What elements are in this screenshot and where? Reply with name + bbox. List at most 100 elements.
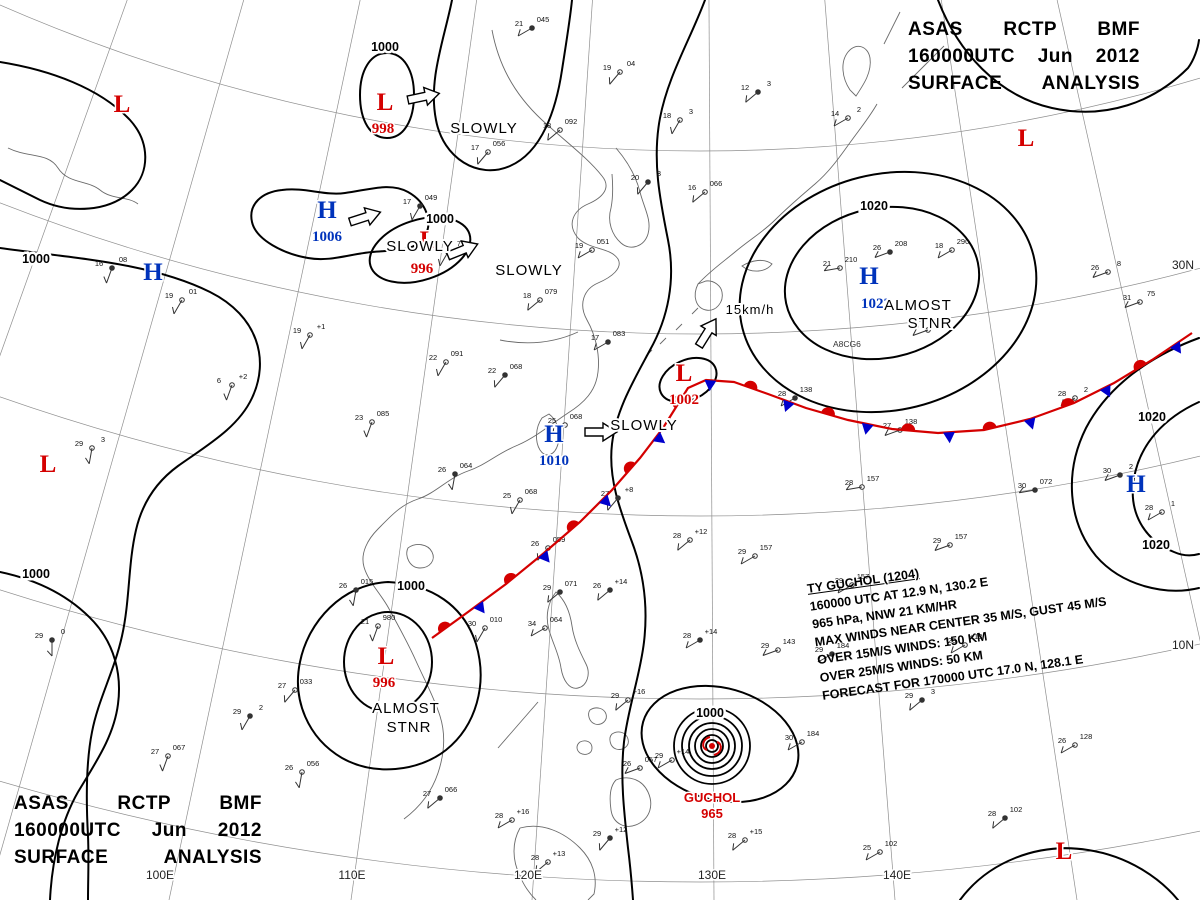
wind-barb-tick (427, 801, 430, 809)
warm-front-semicircle (437, 621, 451, 633)
wind-barb-tick (992, 821, 995, 829)
station-plot: 18 3 (663, 107, 693, 135)
wind-barb-tick (787, 743, 791, 751)
station-plot: 26 208 (873, 239, 907, 258)
station-temp: 28 (728, 831, 736, 840)
cold-front-triangle (942, 431, 955, 444)
station-pressure: 128 (1080, 732, 1093, 741)
station-temp: 28 (948, 636, 956, 645)
station-pressure: +15 (750, 827, 763, 836)
station-temp: 27 (278, 681, 286, 690)
cold-front-triangle (652, 431, 666, 444)
wind-barb-tick (865, 853, 869, 861)
station-pressure: 083 (613, 329, 626, 338)
wind-barb-tick (535, 865, 538, 873)
coastline-taiwan (536, 413, 560, 456)
wind-barb-shaft (494, 374, 506, 388)
coastline-sakhalin-kuril (883, 11, 945, 89)
wind-barb-tick (349, 599, 354, 607)
station-temp: 28 (1058, 389, 1066, 398)
meridian-line (531, 0, 593, 900)
wind-barb-shaft (577, 249, 593, 259)
isobar-low996-south-inner (343, 611, 433, 713)
wind-barb-shaft (817, 653, 833, 663)
station-pressure: 157 (760, 543, 773, 552)
station-plot: 29 143 (761, 637, 795, 656)
station-plot: 27 067 (151, 743, 185, 772)
station-temp: 23 (355, 413, 363, 422)
wind-barb-tick (909, 703, 912, 711)
wind-barb-tick (837, 586, 841, 594)
coastline-mainland-asia (362, 29, 620, 820)
wind-barb-tick (1147, 513, 1151, 521)
station-plot: 28 102 (988, 805, 1022, 829)
wind-barb-tick (685, 641, 689, 649)
isobar-value-label: 1000 (397, 579, 425, 593)
station-pressure: +12 (615, 825, 628, 834)
station-pressure: 75 (1147, 289, 1155, 298)
station-plot: 6 +2 (217, 372, 247, 401)
coastline-ryukyu (645, 307, 699, 357)
wind-barb-tick (669, 126, 673, 134)
wind-barb-shaft (884, 429, 901, 436)
wind-barb-shaft (593, 341, 609, 351)
pressure-center-value: 1022 (861, 296, 891, 312)
station-temp: 19 (165, 291, 173, 300)
station-pressure: +13 (553, 849, 566, 858)
station-plot: 12 3 (741, 79, 771, 103)
meridian-line (0, 0, 128, 357)
wind-barb-shaft (934, 544, 951, 551)
station-plot: 21 980 (361, 613, 395, 642)
graticule-label: 100E (146, 868, 174, 882)
warm-front-semicircle (672, 395, 683, 409)
station-temp: 28 (778, 389, 786, 398)
station-temp: 29 (543, 583, 551, 592)
high-center-letter: H (859, 263, 879, 290)
station-temp: 28 (531, 853, 539, 862)
station-plot: 27 066 (423, 785, 457, 809)
wind-barb-shaft (1060, 744, 1076, 754)
cold-front-triangle (1169, 341, 1182, 354)
station-pressure: 3 (689, 107, 693, 116)
meridian-line (350, 0, 477, 900)
wind-barb-shaft (284, 689, 296, 703)
typhoon-isobar-ring (673, 707, 751, 785)
station-temp: 34 (528, 619, 536, 628)
wind-barb-tick (295, 781, 300, 789)
wind-barb-shaft (527, 299, 541, 311)
station-plot: 28 +15 (728, 827, 763, 851)
coastline-japan (697, 103, 878, 285)
wind-barb-tick (732, 843, 735, 851)
wind-barb-tick (530, 629, 534, 637)
station-temp: 29 (593, 829, 601, 838)
wind-barb-tick (677, 543, 680, 551)
motion-label: SLOWLY (386, 238, 453, 255)
coastline-kyushu (694, 280, 723, 311)
station-pressure: 010 (490, 615, 503, 624)
station-plot: 16 08 (95, 255, 127, 284)
station-pressure: 068 (570, 412, 583, 421)
wind-barb-tick (46, 650, 53, 657)
station-plot: 25 068 (503, 487, 537, 515)
title-block-bottom-left: ASAS RCTP BMF 160000UTC Jun 2012 SURFACE… (14, 790, 262, 871)
station-pressure: 071 (565, 579, 578, 588)
station-temp: 21 (823, 259, 831, 268)
station-pressure: 2 (857, 105, 861, 114)
wind-barb-shaft (837, 584, 853, 594)
wind-barb-shaft (427, 797, 441, 809)
station-pressure: 8 (1117, 259, 1121, 268)
station-plot: 26 057 (623, 755, 657, 774)
wind-barb-tick (103, 276, 107, 284)
station-pressure: +14 (615, 577, 628, 586)
warm-front-semicircle (503, 572, 517, 585)
station-temp: 18 (935, 241, 943, 250)
wind-barb-shaft (609, 71, 621, 85)
station-pressure: +18 (970, 632, 983, 641)
station-plot: 18 092 (543, 117, 577, 141)
station-temp: 25 (548, 416, 556, 425)
station-temp: 21 (515, 19, 523, 28)
